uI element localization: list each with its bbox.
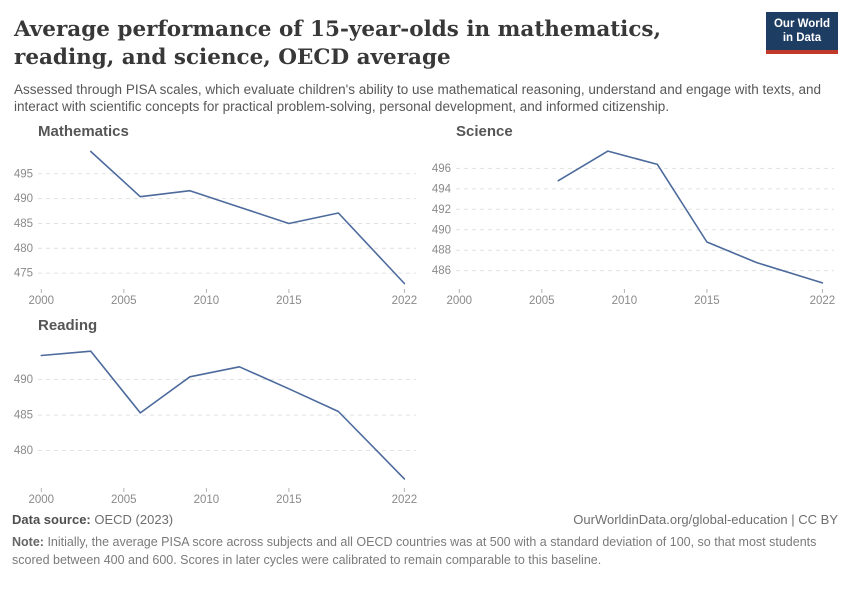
svg-text:495: 495 (14, 168, 33, 180)
attribution-text: OurWorldinData.org/global-education | CC… (573, 512, 838, 528)
svg-text:2022: 2022 (392, 295, 418, 307)
chart-title-science: Science (456, 123, 513, 141)
chart-title-mathematics: Mathematics (38, 123, 129, 141)
svg-text:2000: 2000 (29, 295, 55, 307)
chart-footer: Data source: OECD (2023) OurWorldinData.… (0, 512, 850, 569)
page-title: Average performance of 15-year-olds in m… (14, 17, 662, 70)
footnote: Note: Initially, the average PISA score … (12, 534, 838, 569)
chart-mathematics: Mathematics 475 480 485 490 495 2000 2005 2010 2… (12, 123, 420, 309)
small-multiples-grid: Mathematics 475 480 485 490 495 2000 2005 2010 2… (0, 123, 850, 508)
chart-plot-mathematics: 475 480 485 490 495 2000 2005 2010 2015 2022 (14, 150, 418, 307)
data-source-value: OECD (2023) (94, 512, 174, 528)
chart-plot-science: 486 488 490 492 494 496 2000 2005 2010 2015 2022 (432, 150, 836, 307)
data-source-label: Data source: (12, 512, 91, 528)
svg-text:2010: 2010 (194, 494, 220, 506)
svg-text:490: 490 (432, 224, 451, 236)
svg-text:486: 486 (432, 265, 451, 277)
chart-header: Average performance of 15-year-olds in m… (0, 0, 850, 115)
data-source: Data source: OECD (2023) (12, 512, 173, 527)
svg-text:485: 485 (14, 218, 33, 230)
svg-text:2015: 2015 (694, 295, 720, 307)
footnote-label: Note: (12, 535, 44, 550)
svg-text:480: 480 (14, 445, 33, 457)
svg-text:480: 480 (14, 243, 33, 255)
svg-text:492: 492 (432, 204, 451, 216)
chart-reading: Reading 480 485 490 2000 2005 2010 2015 2022 (12, 317, 420, 508)
svg-text:2010: 2010 (194, 295, 220, 307)
svg-text:490: 490 (14, 193, 33, 205)
svg-text:2015: 2015 (276, 494, 302, 506)
svg-text:2000: 2000 (29, 494, 55, 506)
footnote-text: Initially, the average PISA score across… (12, 535, 817, 567)
chart-title-reading: Reading (38, 317, 98, 335)
svg-text:485: 485 (14, 410, 33, 422)
page-subtitle: Assessed through PISA scales, which eval… (14, 81, 822, 115)
svg-text:2005: 2005 (111, 295, 137, 307)
svg-text:2015: 2015 (276, 295, 302, 307)
svg-text:490: 490 (14, 374, 33, 386)
svg-text:2022: 2022 (392, 494, 418, 506)
owid-logo-line2: in Data (782, 32, 822, 45)
chart-science: Science 486 488 490 492 494 496 2000 2005 2010 20… (430, 123, 838, 309)
svg-text:475: 475 (14, 268, 33, 280)
svg-text:2000: 2000 (447, 295, 473, 307)
svg-text:488: 488 (432, 245, 451, 257)
chart-plot-reading: 480 485 490 2000 2005 2010 2015 2022 (14, 350, 418, 506)
footer-source-row: Data source: OECD (2023) OurWorldinData.… (12, 512, 838, 527)
owid-logo: Our World in Data (765, 12, 838, 54)
owid-logo-line1: Our World (773, 18, 830, 30)
svg-text:496: 496 (432, 163, 451, 175)
svg-text:2010: 2010 (612, 295, 638, 307)
svg-text:2005: 2005 (111, 494, 137, 506)
svg-text:2022: 2022 (810, 295, 836, 307)
svg-text:494: 494 (432, 184, 452, 196)
svg-text:2005: 2005 (529, 295, 555, 307)
